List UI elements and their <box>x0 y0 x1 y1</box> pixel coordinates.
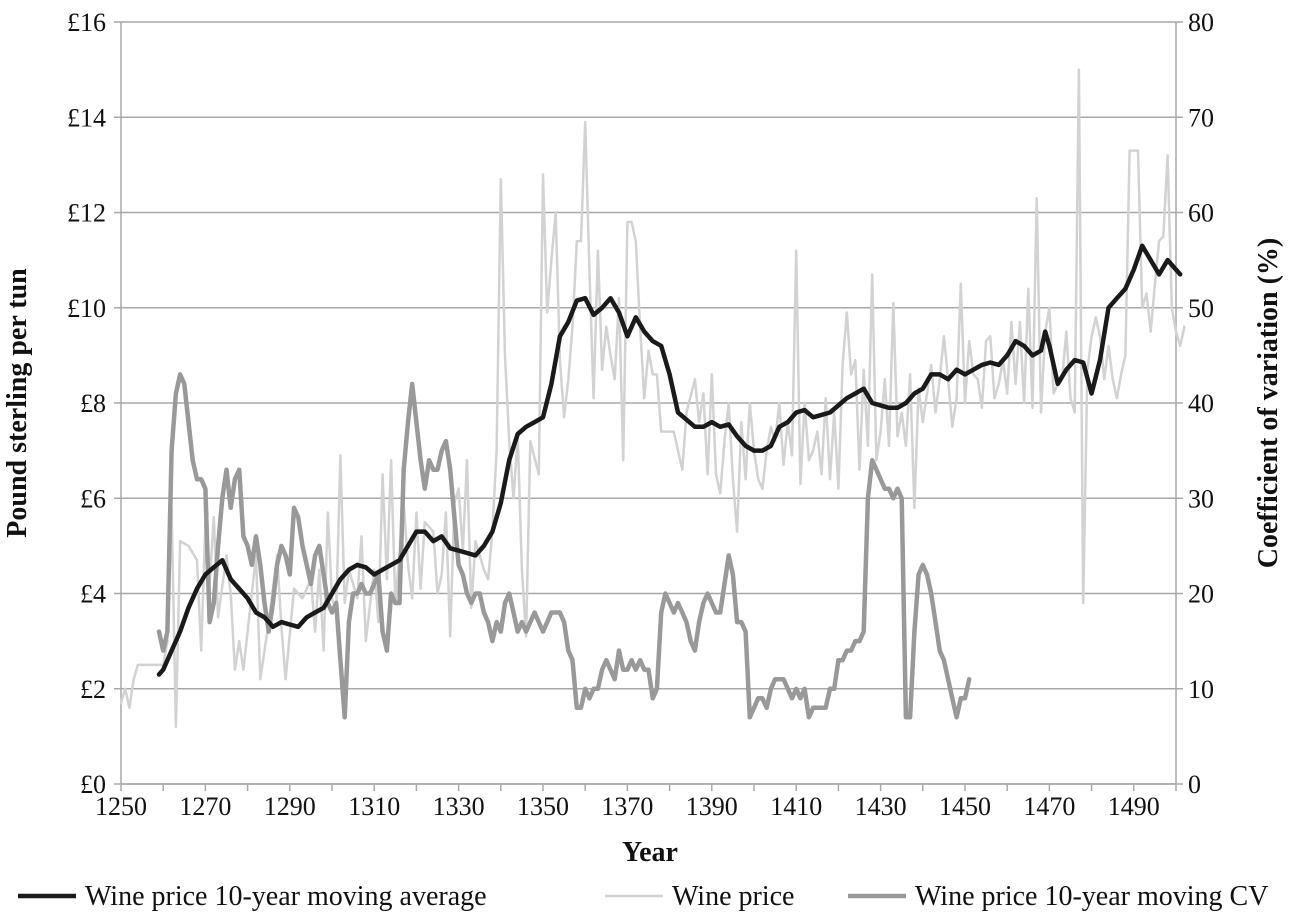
x-tick-label: 1350 <box>517 792 569 821</box>
y-right-tick-label: 70 <box>1188 103 1214 132</box>
x-axis-title: Year <box>622 837 678 868</box>
x-tick-label: 1490 <box>1108 792 1160 821</box>
y-right-tick-labels: 0 10 20 30 40 50 60 70 80 <box>1188 8 1214 799</box>
y-right-tick-label: 60 <box>1188 199 1214 228</box>
series-moving-average-line <box>156 243 1183 677</box>
x-tick-label: 1270 <box>179 792 231 821</box>
x-tick-label: 1430 <box>855 792 907 821</box>
y-right-tick-label: 50 <box>1188 294 1214 323</box>
y-right-tick-label: 0 <box>1188 770 1201 799</box>
y-left-tick-label: £12 <box>67 199 106 228</box>
legend-item-wine-price: Wine price <box>605 881 794 912</box>
y-left-axis-title: Pound sterling per tun <box>2 268 33 538</box>
y-right-tick-label: 40 <box>1188 389 1214 418</box>
y-left-tick-label: £2 <box>80 675 106 704</box>
x-tick-label: 1450 <box>939 792 991 821</box>
y-left-tick-label: £6 <box>80 484 106 513</box>
y-left-tick-labels: £0 £2 £4 £6 £8 £10 £12 £14 £16 <box>67 8 106 799</box>
x-tick-label: 1470 <box>1023 792 1075 821</box>
x-tick-label: 1330 <box>433 792 485 821</box>
x-tick-label: 1310 <box>348 792 400 821</box>
y-right-axis-title: Coefficient of variation (%) <box>1253 238 1284 568</box>
axes <box>114 21 1183 791</box>
x-tick-label: 1290 <box>264 792 316 821</box>
x-tick-labels: 1250 1270 1290 1310 1330 1350 1370 1390 1410 1430… <box>95 792 1160 821</box>
y-right-tick-label: 20 <box>1188 580 1214 609</box>
x-tick-label: 1370 <box>601 792 653 821</box>
legend-item-moving-average: Wine price 10-year moving average <box>18 881 487 912</box>
y-left-tick-label: £14 <box>67 103 106 132</box>
y-left-tick-label: £10 <box>67 294 106 323</box>
legend-label: Wine price 10-year moving CV <box>915 881 1268 912</box>
x-tick-label: 1390 <box>686 792 738 821</box>
legend: Wine price 10-year moving average Wine pr… <box>18 881 1268 912</box>
y-right-tick-label: 10 <box>1188 675 1214 704</box>
y-left-tick-label: £16 <box>67 8 106 37</box>
y-left-tick-label: £0 <box>80 770 106 799</box>
y-right-tick-label: 80 <box>1188 8 1214 37</box>
x-tick-label: 1250 <box>95 792 147 821</box>
y-right-tick-label: 30 <box>1188 484 1214 513</box>
series-lines <box>119 68 1186 729</box>
series-moving-cv-line <box>156 372 972 720</box>
legend-item-moving-cv: Wine price 10-year moving CV <box>848 881 1268 912</box>
y-left-tick-label: £4 <box>80 580 106 609</box>
legend-label: Wine price 10-year moving average <box>85 881 487 912</box>
x-tick-label: 1410 <box>770 792 822 821</box>
series-wine-price-line <box>119 68 1186 729</box>
legend-label: Wine price <box>672 881 794 912</box>
y-left-tick-label: £8 <box>80 389 106 418</box>
